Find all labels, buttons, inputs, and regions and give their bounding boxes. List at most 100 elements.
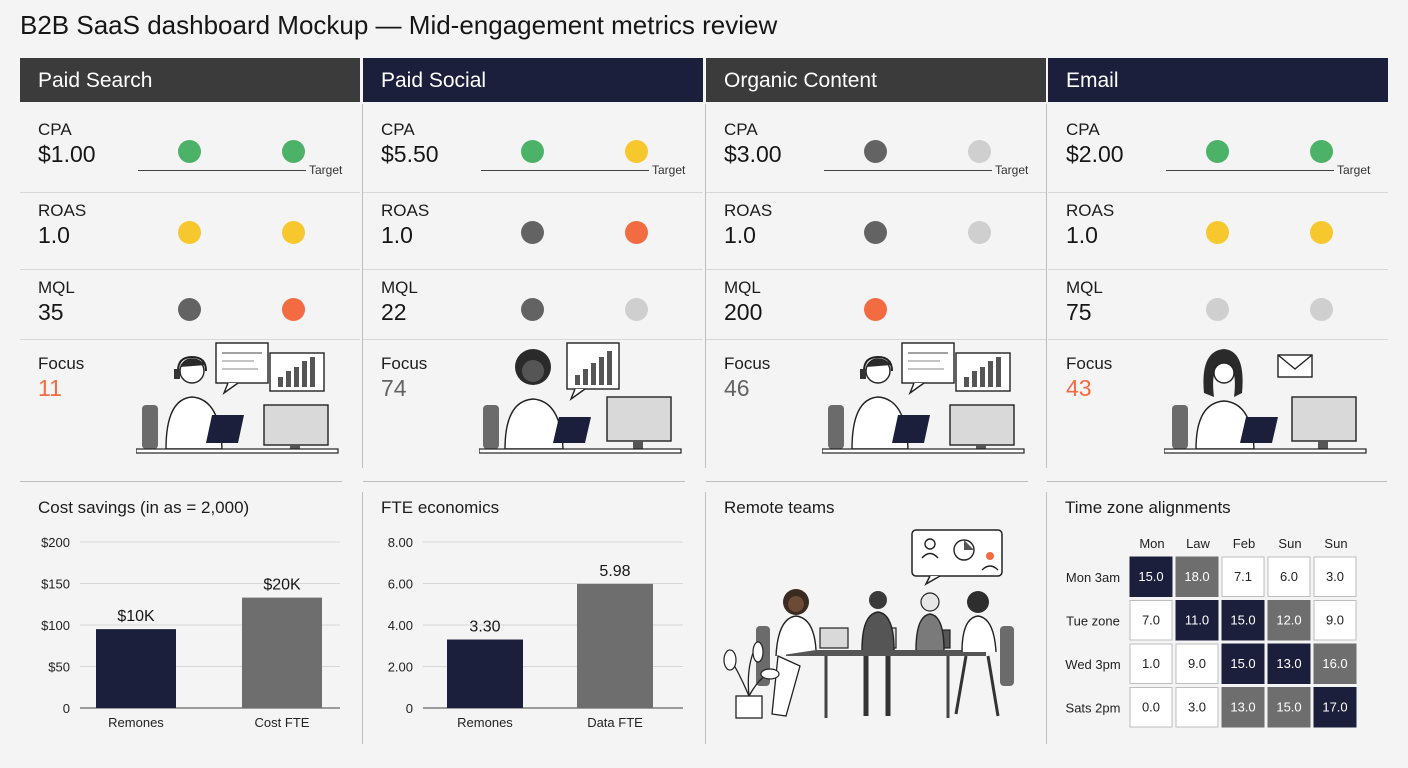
heatmap-cell	[1313, 643, 1357, 684]
remote-teams-panel: Remote teams	[706, 496, 1046, 746]
bar-data-label: $10K	[117, 608, 155, 625]
heatmap-cell-value: 15.0	[1138, 569, 1163, 584]
status-dot-green	[282, 140, 305, 163]
cpa-label: CPA	[381, 120, 415, 139]
heatmap-cell	[1313, 556, 1357, 597]
channel-header: Organic Content	[706, 58, 1046, 102]
focus-metric: Focus 46	[724, 354, 770, 402]
target-label: Target	[652, 163, 686, 177]
heatmap-cell	[1221, 687, 1265, 728]
metric-divider	[706, 339, 1046, 340]
timezone-title: Time zone alignments	[1065, 498, 1231, 517]
target-line	[481, 170, 649, 171]
heatmap-row-label: Mon 3am	[1066, 570, 1120, 585]
roas-label: ROAS	[381, 201, 430, 220]
channel-header: Paid Social	[363, 58, 703, 102]
target-label: Target	[1337, 163, 1371, 177]
roas-metric: ROAS 1.0	[1066, 201, 1386, 261]
status-dot-orange	[864, 298, 887, 321]
metric-divider	[363, 192, 703, 193]
bar-remones	[96, 629, 176, 708]
heatmap-cell	[1129, 687, 1173, 728]
x-category-label: Remones	[457, 715, 513, 730]
mql-metric: MQL 75	[1066, 278, 1386, 338]
section-divider	[363, 481, 685, 482]
status-dot-green	[1206, 140, 1229, 163]
heatmap-cell-value: 13.0	[1230, 699, 1255, 714]
status-dot-lightgray	[968, 140, 991, 163]
target-label: Target	[995, 163, 1029, 177]
target-line	[824, 170, 992, 171]
column-divider	[705, 492, 706, 744]
cpa-value: $5.50	[381, 141, 439, 167]
heatmap-column-header: Sun	[1278, 536, 1301, 551]
status-dot-darkgray	[521, 221, 544, 244]
focus-metric: Focus 74	[381, 354, 427, 402]
roas-value: 1.0	[38, 222, 70, 248]
timezone-panel: Time zone alignments Mon Law Feb Sun Sun Mon …	[1047, 496, 1387, 746]
heatmap-cell	[1175, 600, 1219, 641]
team-meeting-table-icon	[723, 529, 1014, 719]
timezone-heatmap: Mon Law Feb Sun Sun Mon 3am 15.0 18.0 7.1 6.0 3.0 T…	[1065, 536, 1357, 728]
y-tick-label: $200	[41, 535, 70, 550]
remote-teams-title: Remote teams	[724, 498, 835, 517]
fte-economics-panel: FTE economics 0 2.00 4.00 6.00 8.00 3.30 Remon…	[363, 496, 703, 746]
column-divider	[362, 492, 363, 744]
heatmap-cell-value: 13.0	[1276, 656, 1301, 671]
focus-label: Focus	[38, 354, 85, 373]
heatmap-column-header: Sun	[1324, 536, 1347, 551]
focus-value: 74	[381, 375, 407, 401]
status-dot-darkgray	[178, 298, 201, 321]
focus-value: 46	[724, 375, 750, 401]
cost-savings-title: Cost savings (in as = 2,000)	[38, 498, 250, 517]
status-dot-yellow	[1206, 221, 1229, 244]
bar-data-label: 5.98	[599, 563, 630, 580]
woman-long-hair-email-icon	[1164, 349, 1367, 454]
column-divider	[1046, 492, 1047, 744]
status-dot-lightgray	[625, 298, 648, 321]
metric-divider	[1048, 339, 1388, 340]
heatmap-cell-value: 18.0	[1184, 569, 1209, 584]
x-category-label: Cost FTE	[255, 715, 310, 730]
y-tick-label: 2.00	[388, 660, 413, 675]
bar-remones	[447, 639, 523, 708]
heatmap-cell	[1313, 687, 1357, 728]
focus-value: 11	[38, 375, 62, 401]
heatmap-cell-value: 7.1	[1234, 569, 1252, 584]
mql-value: 35	[38, 299, 64, 325]
status-dot-lightgray	[1310, 298, 1333, 321]
heatmap-cell-value: 3.0	[1188, 699, 1206, 714]
focus-label: Focus	[1066, 354, 1113, 373]
channel-column-0: Paid Search CPA $1.00 Target ROAS 1.0 MQL 35 Foc…	[20, 58, 360, 470]
heatmap-cell-value: 17.0	[1322, 699, 1347, 714]
heatmap-cell	[1267, 643, 1311, 684]
bar-data-label: 3.30	[469, 619, 500, 636]
heatmap-cell	[1267, 687, 1311, 728]
channel-column-1: Paid Social CPA $5.50 Target ROAS 1.0 MQL 22 Foc…	[363, 58, 703, 470]
heatmap-cell-value: 0.0	[1142, 699, 1160, 714]
bar-data-label: $20K	[263, 577, 301, 594]
cpa-metric: CPA $2.00 Target	[1066, 120, 1386, 180]
heatmap-cell-value: 15.0	[1230, 612, 1255, 627]
heatmap-cell	[1221, 643, 1265, 684]
channel-column-3: Email CPA $2.00 Target ROAS 1.0 MQL 75 Focus 43	[1048, 58, 1388, 470]
focus-metric: Focus 11	[38, 354, 84, 402]
column-divider	[1046, 104, 1047, 468]
focus-value: 43	[1066, 375, 1092, 401]
cpa-value: $3.00	[724, 141, 782, 167]
status-dot-yellow	[282, 221, 305, 244]
section-divider	[1047, 481, 1387, 482]
roas-label: ROAS	[1066, 201, 1115, 220]
bar-cost-fte	[242, 597, 322, 708]
heatmap-cell	[1313, 600, 1357, 641]
metric-divider	[20, 339, 360, 340]
heatmap-cell-value: 1.0	[1142, 656, 1160, 671]
heatmap-cell-value: 12.0	[1276, 612, 1301, 627]
mql-value: 75	[1066, 299, 1092, 325]
fte-economics-chart: 0 2.00 4.00 6.00 8.00 3.30 Remones 5.98 Data FTE	[388, 535, 683, 730]
roas-label: ROAS	[724, 201, 773, 220]
heatmap-cell-value: 9.0	[1326, 612, 1344, 627]
roas-metric: ROAS 1.0	[381, 201, 701, 261]
heatmap-cell-value: 7.0	[1142, 612, 1160, 627]
column-divider	[705, 104, 706, 468]
